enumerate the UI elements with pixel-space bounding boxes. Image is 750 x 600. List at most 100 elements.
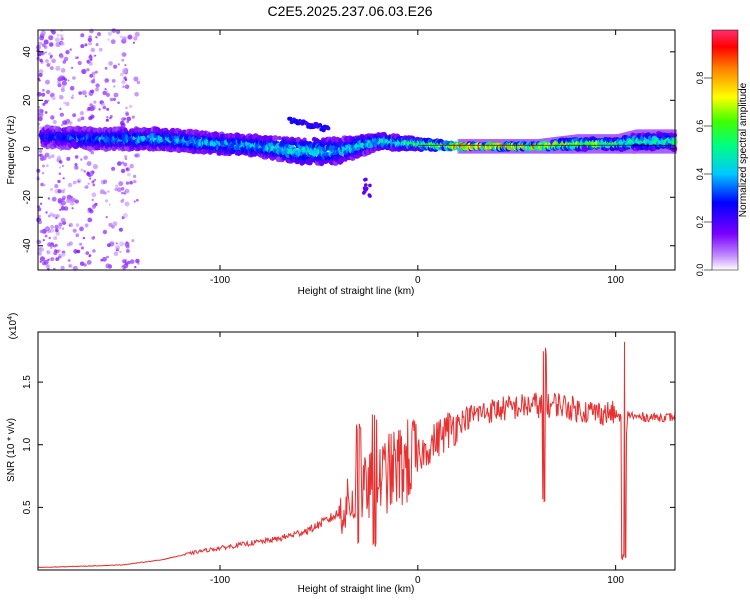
spectrogram-y-tick-label: -40 (22, 238, 33, 253)
spectrogram-noise-dot (39, 58, 43, 63)
spectrogram-noise-dot (105, 263, 111, 269)
snr-x-label: Height of straight line (km) (298, 584, 415, 595)
spectrogram-noise-dot (107, 190, 110, 193)
spectrogram-noise-dot (49, 56, 53, 59)
spectrogram-noise-dot (127, 34, 133, 40)
spectrogram-noise-dot (89, 209, 94, 214)
spectrogram-noise-dot (129, 163, 134, 169)
spectrogram-noise-dot (136, 198, 139, 202)
spectrogram-noise-dot (117, 161, 122, 166)
spectrogram-noise-dot (108, 203, 111, 206)
spectrogram-noise-dot (102, 105, 107, 110)
spectrogram-noise-dot (76, 56, 79, 59)
spectrogram-noise-dot (51, 196, 57, 202)
spectrogram-noise-dot (113, 251, 119, 256)
spectrogram-noise-dot (55, 214, 60, 218)
spectrogram-noise-dot (38, 214, 41, 218)
spectrogram-noise-dot (121, 80, 126, 85)
spectrogram-noise-dot (85, 185, 89, 189)
spectrogram-noise-dot (105, 118, 109, 122)
spectrogram-noise-dot (117, 101, 120, 104)
spectrogram-noise-dot (109, 116, 112, 120)
spectrogram-noise-dot (126, 120, 130, 124)
spectrogram-noise-dot (95, 43, 99, 47)
spectrogram-noise-dot (125, 112, 129, 116)
spectrogram-x-tick-label: -100 (210, 275, 230, 286)
spectrogram-noise-dot (56, 33, 60, 37)
spectrogram-noise-dot (104, 88, 107, 91)
spectrogram-noise-dot (63, 101, 66, 105)
spectrogram-noise-dot (68, 241, 73, 246)
spectrogram-noise-dot (129, 259, 135, 264)
spectrogram-noise-dot (69, 48, 72, 51)
spectrogram-noise-dot (58, 75, 64, 81)
spectrogram-y-label: Frequency (Hz) (6, 116, 17, 185)
spectrogram-noise-dot (45, 211, 48, 214)
spectrogram-noise-dot (91, 192, 97, 198)
spectrogram-noise-dot (61, 123, 64, 127)
spectrogram-noise-dot (65, 101, 70, 107)
spectrogram-noise-dot (61, 80, 67, 86)
spectrogram-noise-dot (49, 66, 54, 70)
spectrogram-tail-cell (364, 183, 368, 187)
spectrogram-noise-dot (124, 155, 128, 159)
spectrogram-noise-dot (111, 28, 117, 33)
spectrogram-noise-dot (38, 112, 44, 118)
spectrogram-noise-dot (101, 102, 105, 107)
spectrogram-noise-dot (43, 183, 46, 187)
colorbar-tick-label: 0.8 (695, 72, 705, 85)
spectrogram-noise-dot (36, 239, 42, 245)
spectrogram-noise-dot (102, 256, 107, 262)
spectrogram-noise-dot (51, 154, 55, 158)
spectrogram-noise-dot (89, 28, 94, 34)
spectrogram-branch-cell (326, 126, 331, 131)
spectrogram-noise-dot (112, 221, 118, 227)
spectrogram-noise-dot (119, 241, 125, 247)
colorbar-tick-label: 0.0 (695, 264, 705, 277)
spectrogram-noise-dot (118, 227, 123, 232)
spectrogram-noise-dot (88, 35, 92, 39)
spectrogram-ridge-cell (57, 127, 62, 132)
spectrogram-noise-dot (77, 60, 82, 66)
spectrogram-noise-dot (133, 174, 137, 178)
spectrogram-noise-dot (75, 233, 80, 237)
spectrogram-noise-dot (59, 166, 62, 169)
spectrogram-noise-dot (62, 60, 67, 64)
spectrogram-noise-dot (80, 158, 83, 161)
spectrogram-noise-dot (76, 249, 81, 254)
spectrogram-noise-dot (112, 97, 116, 101)
spectrogram-noise-dot (94, 70, 98, 74)
spectrogram-noise-dot (56, 155, 61, 160)
spectrogram-noise-dot (127, 260, 131, 265)
spectrogram-noise-dot (61, 227, 65, 230)
spectrogram-noise-dot (111, 166, 116, 171)
snr-x-tick-label: -100 (210, 575, 230, 586)
spectrogram-noise-dot (73, 249, 78, 254)
spectrogram-y-tick-label: 20 (22, 94, 33, 106)
spectrogram-noise-dot (54, 224, 59, 230)
spectrogram-noise-dot (123, 263, 129, 269)
snr-multiplier-base: (x10 (8, 319, 19, 339)
spectrogram-noise-dot (89, 58, 93, 61)
spectrogram-noise-dot (59, 208, 62, 211)
spectrogram-noise-dot (47, 99, 50, 102)
spectrogram-noise-dot (98, 47, 103, 52)
spectrogram-y-tick-label: 40 (22, 46, 33, 58)
spectrogram-noise-dot (44, 51, 47, 54)
spectrogram-noise-dot (39, 260, 42, 263)
spectrogram-noise-dot (54, 184, 59, 189)
spectrogram-noise-dot (80, 168, 84, 172)
spectrogram-noise-dot (60, 37, 64, 41)
spectrogram-noise-dot (58, 94, 63, 99)
spectrogram-noise-dot (67, 182, 73, 188)
spectrogram-noise-dot (75, 223, 80, 227)
spectrogram-noise-dot (123, 162, 128, 167)
spectrogram-noise-dot (58, 172, 62, 175)
spectrogram-noise-dot (46, 164, 49, 167)
spectrogram-noise-dot (71, 66, 74, 69)
spectrogram-noise-dot (46, 250, 51, 255)
spectrogram-noise-dot (47, 214, 51, 218)
spectrogram-noise-dot (93, 178, 97, 182)
spectrogram-noise-dot (47, 155, 52, 159)
spectrogram-noise-dot (135, 153, 140, 158)
